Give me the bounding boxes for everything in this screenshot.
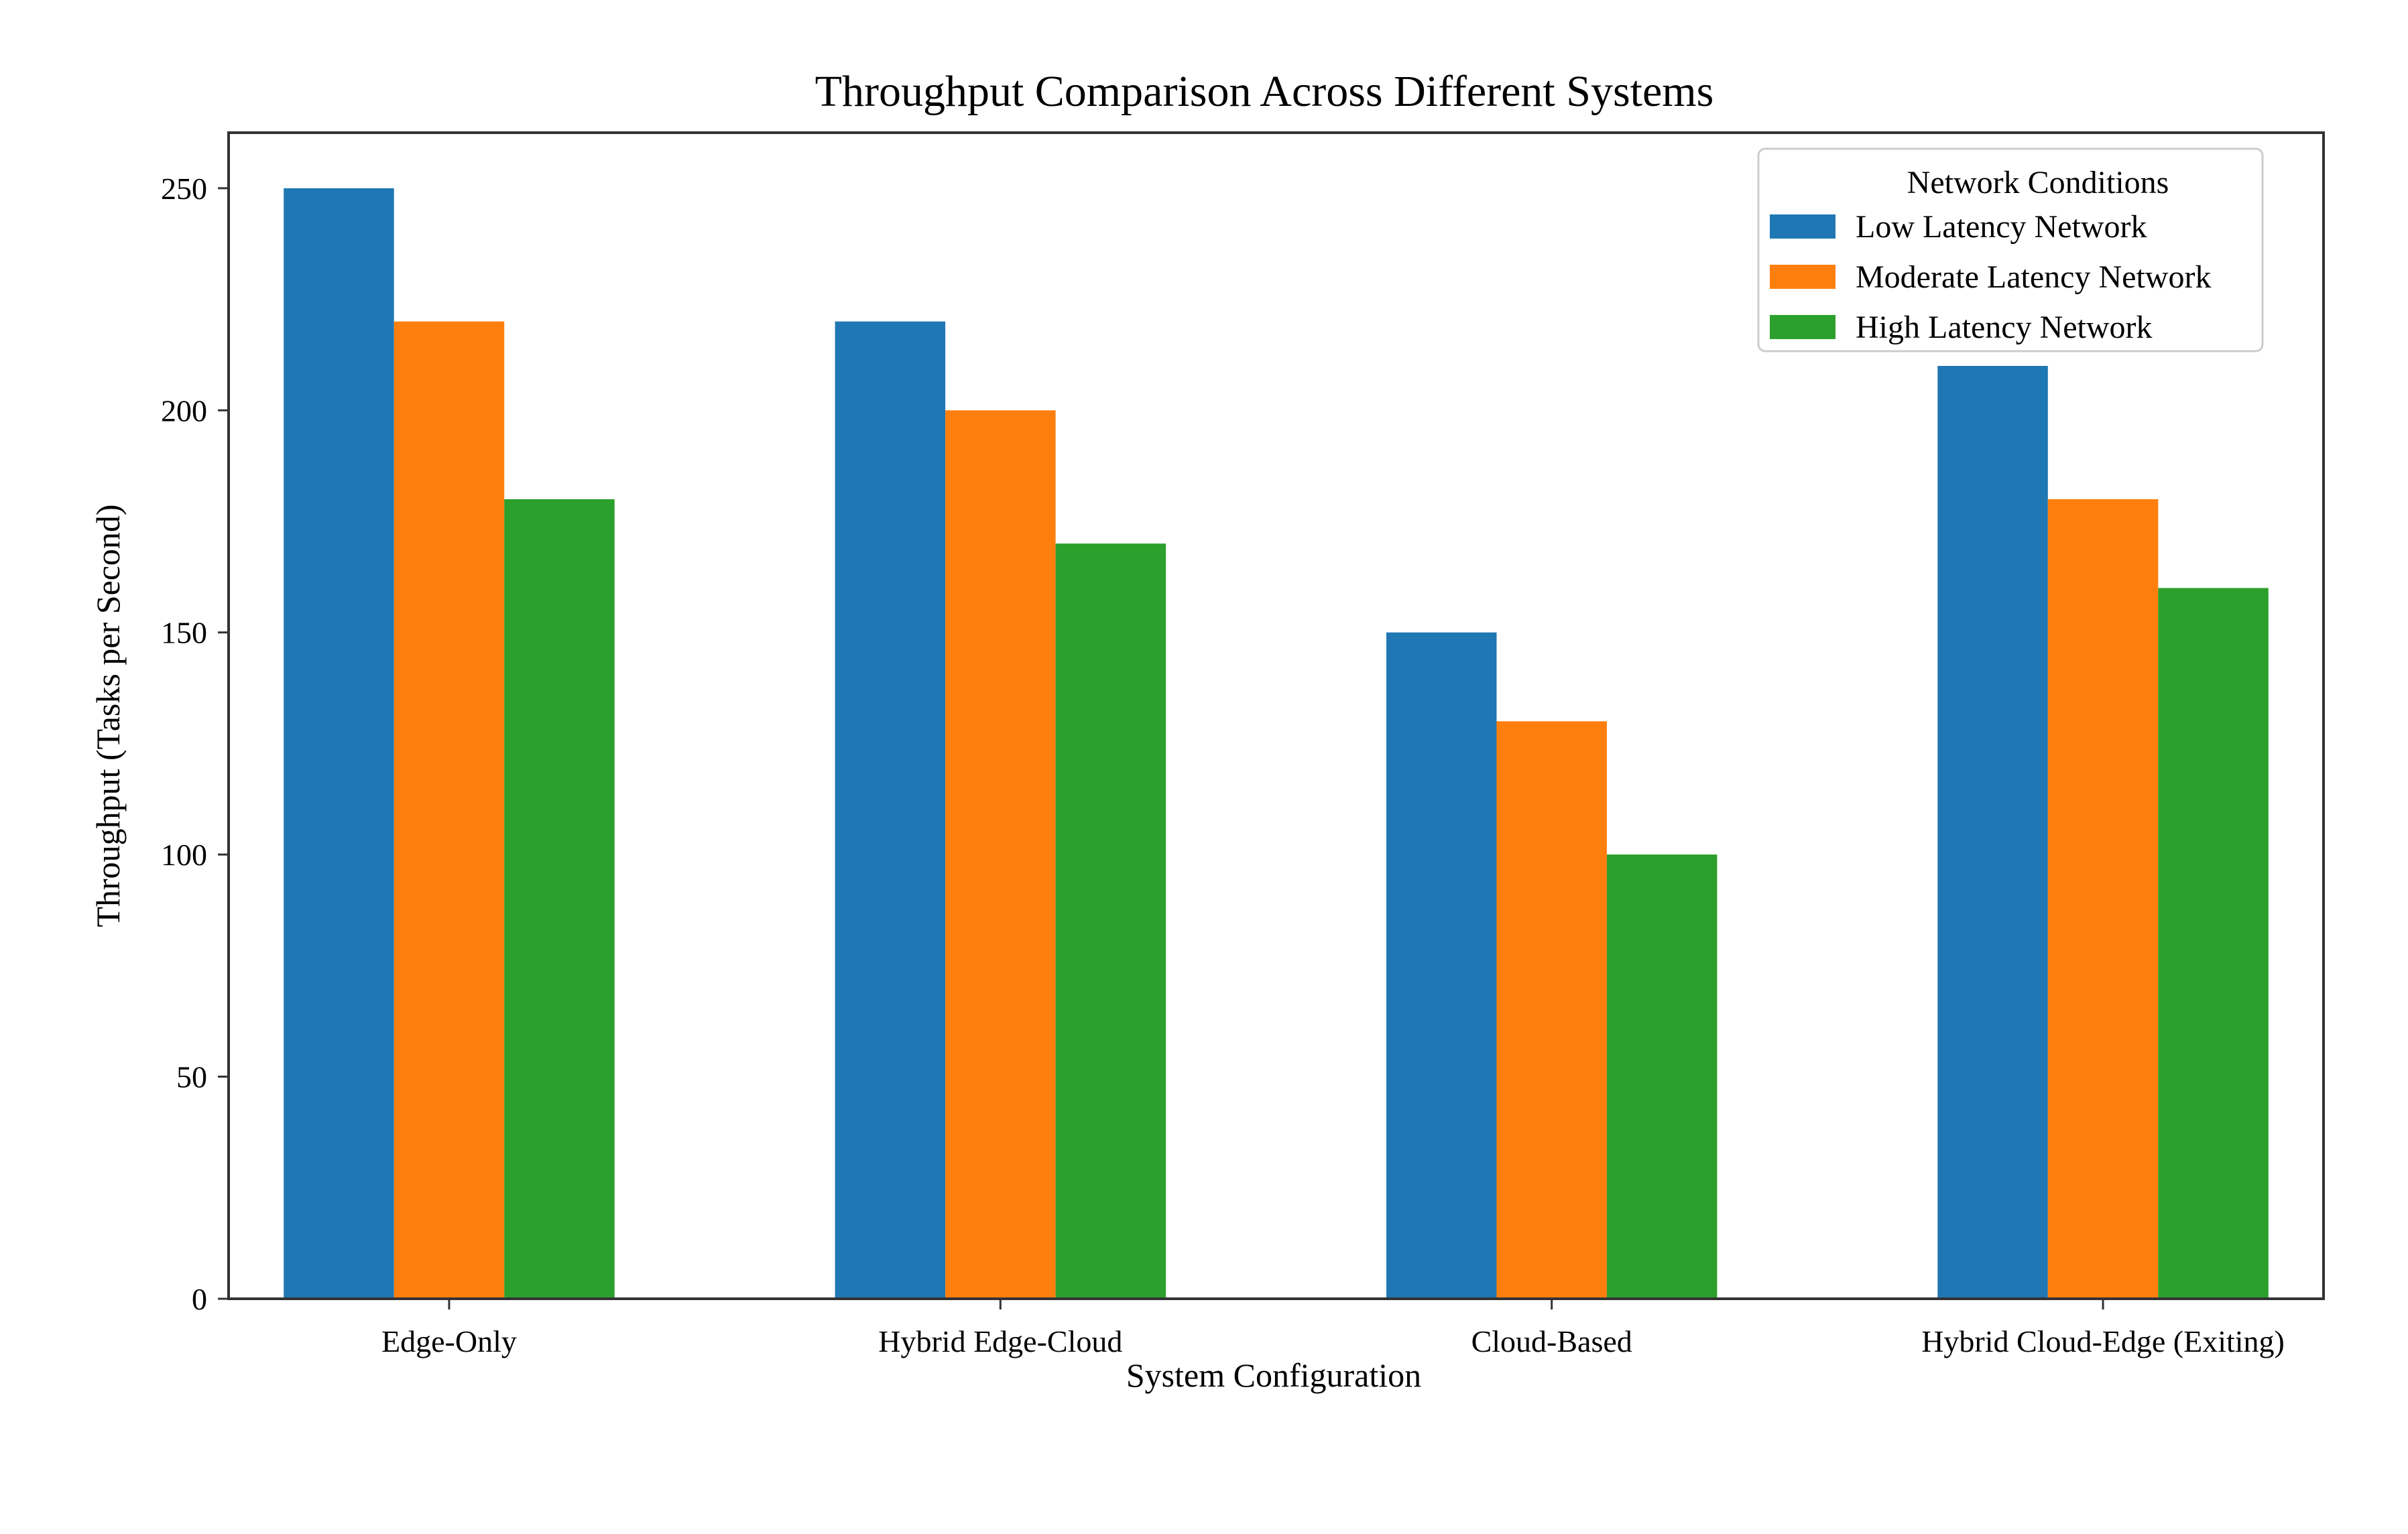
legend-title: Network Conditions: [1907, 165, 2169, 200]
x-tick-label: Cloud-Based: [1471, 1324, 1632, 1358]
bar-series-2-category-2: [1606, 854, 1718, 1299]
bar-series-1-category-1: [945, 410, 1056, 1299]
legend-swatch: [1770, 265, 1835, 289]
bar-series-0-category-2: [1386, 632, 1497, 1299]
x-tick-label: Hybrid Cloud-Edge (Exiting): [1921, 1324, 2285, 1358]
bar-series-2-category-0: [504, 499, 615, 1299]
y-axis-label: Throughput (Tasks per Second): [89, 504, 127, 927]
bar-series-2-category-3: [2158, 588, 2269, 1299]
legend-label: Moderate Latency Network: [1856, 259, 2211, 295]
legend-box: [1757, 147, 2264, 353]
x-axis-label: System Configuration: [1126, 1356, 1421, 1394]
x-axis: Edge-Only Hybrid Edge-Cloud Cloud-Based Hyb…: [381, 1299, 2285, 1358]
legend-swatch: [1770, 315, 1835, 339]
bar-series-0-category-1: [835, 321, 946, 1299]
y-tick-label: 250: [161, 172, 207, 206]
y-tick-label: 50: [176, 1060, 207, 1094]
y-tick-label: 0: [192, 1282, 207, 1316]
legend-swatch: [1770, 214, 1835, 239]
bar-series-1-category-2: [1496, 721, 1607, 1299]
legend: Network Conditions Low Latency Network Mo…: [1757, 147, 2264, 353]
bar-series-1-category-0: [394, 321, 505, 1299]
bars-layer: [284, 188, 2269, 1299]
x-tick-label: Hybrid Edge-Cloud: [878, 1324, 1122, 1358]
bar-series-0-category-0: [284, 188, 394, 1299]
bar-series-0-category-3: [1937, 366, 2048, 1299]
legend-label: High Latency Network: [1856, 310, 2153, 345]
y-axis: 0 50 100 150 200 250: [161, 172, 229, 1316]
y-tick-label: 200: [161, 393, 207, 428]
legend-label: Low Latency Network: [1856, 209, 2147, 245]
x-tick-label: Edge-Only: [381, 1324, 517, 1358]
y-tick-label: 100: [161, 838, 207, 872]
bar-series-2-category-1: [1055, 544, 1166, 1299]
chart-title: Throughput Comparison Across Different S…: [815, 67, 1714, 116]
bar-series-1-category-3: [2047, 499, 2159, 1299]
plot-frame: [227, 131, 2325, 1300]
y-tick-label: 150: [161, 616, 207, 650]
